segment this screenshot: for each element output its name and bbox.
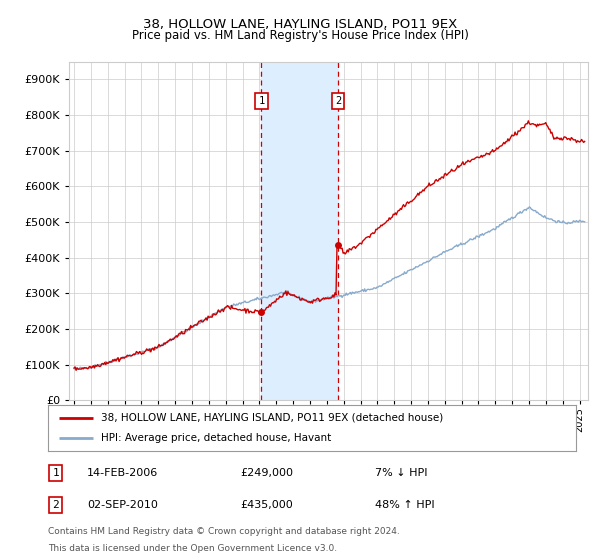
- Bar: [262, 62, 338, 400]
- Text: Price paid vs. HM Land Registry's House Price Index (HPI): Price paid vs. HM Land Registry's House …: [131, 29, 469, 42]
- Text: 7% ↓ HPI: 7% ↓ HPI: [375, 468, 427, 478]
- Text: 2: 2: [335, 96, 341, 106]
- Text: Contains HM Land Registry data © Crown copyright and database right 2024.: Contains HM Land Registry data © Crown c…: [48, 527, 400, 536]
- Text: 1: 1: [52, 468, 59, 478]
- Text: This data is licensed under the Open Government Licence v3.0.: This data is licensed under the Open Gov…: [48, 544, 337, 553]
- Text: 48% ↑ HPI: 48% ↑ HPI: [375, 500, 434, 510]
- Text: 38, HOLLOW LANE, HAYLING ISLAND, PO11 9EX (detached house): 38, HOLLOW LANE, HAYLING ISLAND, PO11 9E…: [101, 413, 443, 423]
- Text: 1: 1: [259, 96, 265, 106]
- Text: 02-SEP-2010: 02-SEP-2010: [87, 500, 158, 510]
- Text: £249,000: £249,000: [240, 468, 293, 478]
- Text: 2: 2: [52, 500, 59, 510]
- Text: £435,000: £435,000: [240, 500, 293, 510]
- Text: 14-FEB-2006: 14-FEB-2006: [87, 468, 158, 478]
- Text: HPI: Average price, detached house, Havant: HPI: Average price, detached house, Hava…: [101, 433, 331, 443]
- Text: 38, HOLLOW LANE, HAYLING ISLAND, PO11 9EX: 38, HOLLOW LANE, HAYLING ISLAND, PO11 9E…: [143, 18, 457, 31]
